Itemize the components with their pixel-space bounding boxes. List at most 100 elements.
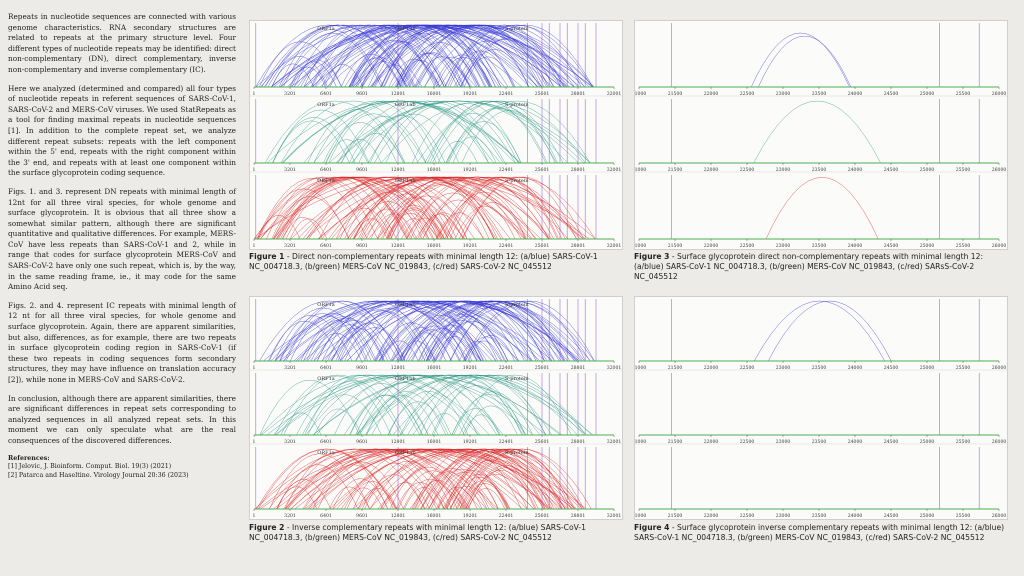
references: References: [1] Jelovic, J. Bioinform. C… xyxy=(8,455,236,481)
axis-tick-label: 24500 xyxy=(884,513,899,519)
axis-tick-label: 22000 xyxy=(704,513,719,519)
axis-tick-label: 3201 xyxy=(284,439,296,445)
repeat-arc xyxy=(461,110,558,164)
axis-tick-label: 23000 xyxy=(776,243,791,249)
axis-tick-label: 22500 xyxy=(740,365,755,371)
repeat-arc xyxy=(435,176,596,240)
axis-tick-label: 24000 xyxy=(848,91,863,97)
repeat-arc xyxy=(438,307,537,362)
repeat-arc xyxy=(396,482,445,510)
repeat-arc xyxy=(339,308,436,362)
axis-tick-label: 22000 xyxy=(704,167,719,173)
repeat-arc xyxy=(394,31,496,88)
axis-tick-label: 23500 xyxy=(812,243,827,249)
axis-tick-label: 22401 xyxy=(499,365,514,371)
region-label: S-protein xyxy=(505,450,529,456)
reference-item: [2] Patarca and Haseltine. Virology Jour… xyxy=(8,471,189,479)
axis-tick-label: 22401 xyxy=(499,167,514,173)
axis-tick-label: 25000 xyxy=(920,365,935,371)
figure-1-caption: Figure 1 - Direct non-complementary repe… xyxy=(249,252,598,271)
repeat-arc xyxy=(451,408,501,436)
axis-tick-label: 25601 xyxy=(535,91,550,97)
repeat-arc xyxy=(373,100,516,164)
axis-tick-label: 16001 xyxy=(427,243,442,249)
axis-tick-label: 28801 xyxy=(571,167,586,173)
repeat-arc xyxy=(317,176,596,240)
axis-tick-label: 22500 xyxy=(740,243,755,249)
axis-tick-label: 25500 xyxy=(956,513,971,519)
axis-tick-label: 21500 xyxy=(668,365,683,371)
region-label: S-protein xyxy=(505,102,529,108)
repeat-arc xyxy=(297,24,473,88)
axis-tick-label: 23500 xyxy=(812,167,827,173)
repeat-arc xyxy=(751,32,850,88)
axis-tick-label: 22401 xyxy=(499,243,514,249)
repeat-arc xyxy=(386,212,435,240)
repeat-arc xyxy=(427,112,519,164)
region-label: ORF1a xyxy=(317,178,335,184)
axis-tick-label: 12801 xyxy=(391,365,406,371)
repeat-arc xyxy=(300,320,375,362)
axis-tick-label: 19201 xyxy=(463,91,478,97)
paragraph-conclusion: In conclusion, although there are appare… xyxy=(8,393,236,445)
repeat-arc xyxy=(256,178,368,240)
repeat-arc xyxy=(353,176,569,240)
repeat-arc xyxy=(435,212,484,240)
axis-tick-label: 23000 xyxy=(776,91,791,97)
repeat-arc xyxy=(328,113,419,164)
axis-tick-label: 25000 xyxy=(920,243,935,249)
repeat-arc xyxy=(346,481,398,510)
repeat-arc xyxy=(425,468,499,510)
reference-item: [1] Jelovic, J. Bioinform. Comput. Biol.… xyxy=(8,463,172,471)
repeat-arc xyxy=(280,100,426,164)
axis-tick-label: 23500 xyxy=(812,365,827,371)
axis-tick-label: 16001 xyxy=(427,167,442,173)
repeat-arc xyxy=(453,24,582,88)
axis-tick-label: 24000 xyxy=(848,243,863,249)
repeat-arc xyxy=(260,176,466,240)
axis-tick-label: 12801 xyxy=(391,513,406,519)
repeat-arc xyxy=(290,448,550,510)
axis-tick-label: 23000 xyxy=(776,167,791,173)
repeat-arc xyxy=(336,100,585,164)
repeat-arc xyxy=(259,374,479,436)
axis-tick-label: 9601 xyxy=(356,513,368,519)
repeat-arc xyxy=(402,325,467,362)
axis-tick-label: 22000 xyxy=(704,439,719,445)
axis-tick-label: 16001 xyxy=(427,91,442,97)
repeat-arc xyxy=(305,374,481,436)
repeat-arc xyxy=(356,374,527,436)
repeat-arc xyxy=(352,100,504,164)
axis-tick-label: 23500 xyxy=(812,439,827,445)
axis-tick-label: 1 xyxy=(253,167,256,173)
repeat-arc xyxy=(310,333,362,362)
repeat-arc xyxy=(432,100,564,164)
axis-tick-label: 22401 xyxy=(499,91,514,97)
axis-tick-label: 24000 xyxy=(848,439,863,445)
repeat-arc xyxy=(328,24,462,88)
axis-tick-label: 12801 xyxy=(391,91,406,97)
axis-tick-label: 9601 xyxy=(356,365,368,371)
figure-1-plot: 1 3201 6401 9601 12801 16001 19201 22401 25601 28… xyxy=(250,23,622,249)
axis-tick-label: 32001 xyxy=(607,513,622,519)
axis-tick-label: 32001 xyxy=(607,167,622,173)
repeat-arc xyxy=(462,177,577,240)
axis-tick-label: 25601 xyxy=(535,167,550,173)
paragraph-method: Here we analyzed (determined and compare… xyxy=(8,83,236,178)
repeat-arc xyxy=(354,24,595,88)
axis-tick-label: 16001 xyxy=(427,439,442,445)
axis-tick-label: 25500 xyxy=(956,91,971,97)
axis-tick-label: 19201 xyxy=(463,243,478,249)
repeat-arc xyxy=(400,52,464,88)
repeat-arc xyxy=(323,122,398,164)
axis-tick-label: 23500 xyxy=(812,513,827,519)
repeat-arc xyxy=(282,100,516,164)
axis-tick-label: 12801 xyxy=(391,167,406,173)
axis-tick-label: 24500 xyxy=(884,439,899,445)
axis-tick-label: 22500 xyxy=(740,167,755,173)
repeat-arc xyxy=(369,113,460,164)
repeat-arc xyxy=(279,313,366,362)
